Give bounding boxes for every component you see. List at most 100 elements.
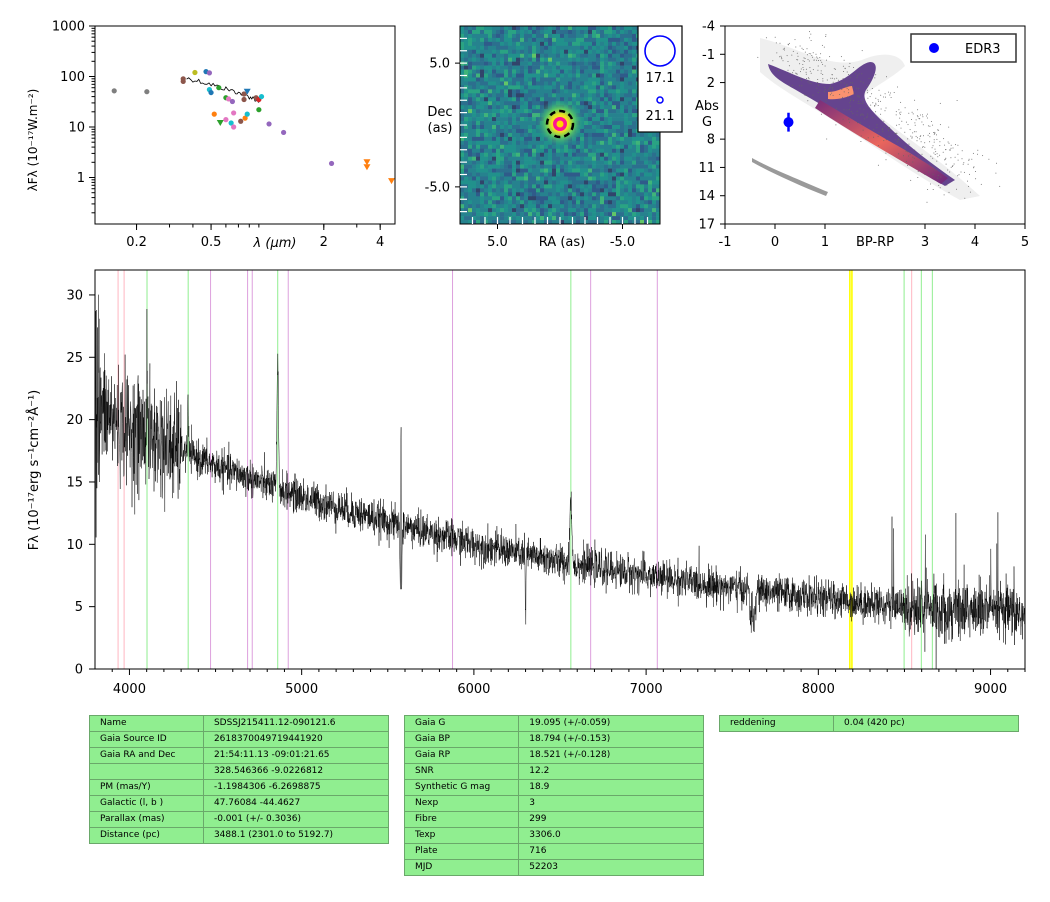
cmd-density-dot bbox=[918, 155, 919, 157]
image-pixel bbox=[548, 61, 553, 66]
image-pixel bbox=[596, 73, 601, 78]
image-pixel bbox=[480, 176, 485, 181]
image-pixel bbox=[488, 33, 493, 39]
cmd-density-dot bbox=[933, 167, 934, 169]
image-pixel bbox=[504, 212, 509, 217]
image-pixel bbox=[504, 208, 509, 213]
image-pixel bbox=[528, 73, 533, 78]
image-pixel bbox=[500, 26, 505, 31]
image-pixel bbox=[616, 41, 621, 47]
image-pixel bbox=[632, 220, 637, 225]
image-pixel bbox=[604, 136, 609, 142]
image-pixel bbox=[624, 125, 629, 130]
image-pixel bbox=[588, 136, 593, 142]
cmd-density-dot bbox=[924, 174, 926, 175]
cmd-density-white-dwarfs bbox=[752, 158, 828, 196]
image-pixel bbox=[532, 65, 537, 70]
cmd-density-dot bbox=[920, 141, 922, 143]
image-pixel bbox=[464, 89, 469, 94]
image-pixel bbox=[528, 89, 533, 94]
image-pixel bbox=[584, 180, 589, 185]
image-pixel bbox=[548, 53, 553, 58]
image-pixel bbox=[464, 29, 469, 35]
image-pixel bbox=[652, 196, 657, 201]
image-pixel bbox=[592, 121, 597, 126]
image-pixel bbox=[464, 168, 469, 173]
cmd-density-dot bbox=[791, 85, 793, 87]
image-pixel bbox=[612, 212, 617, 217]
image-pixel bbox=[612, 105, 617, 110]
image-pixel bbox=[524, 77, 529, 82]
image-pixel bbox=[480, 89, 485, 94]
image-pixel bbox=[608, 93, 613, 98]
sed-xtick-label-2: 2 bbox=[320, 235, 328, 250]
image-pixel bbox=[532, 204, 537, 209]
image-pixel bbox=[616, 65, 621, 70]
image-pixel bbox=[476, 220, 481, 225]
cmd-density-dot bbox=[894, 133, 896, 134]
image-pixel bbox=[580, 192, 585, 197]
cmd-density-dot bbox=[884, 110, 886, 112]
image-pixel bbox=[540, 89, 545, 94]
cmd-density-dot bbox=[806, 48, 808, 50]
image-pixel bbox=[472, 101, 477, 106]
image-pixel bbox=[620, 136, 625, 142]
image-pixel bbox=[572, 73, 577, 78]
image-pixel bbox=[548, 196, 553, 201]
image-pixel bbox=[640, 140, 645, 146]
image-pixel bbox=[480, 184, 485, 189]
image-pixel bbox=[584, 81, 589, 86]
image-pixel bbox=[528, 37, 533, 43]
image-pixel bbox=[588, 105, 593, 110]
cmd-density-dot bbox=[805, 73, 807, 75]
cmd-density-dot bbox=[810, 33, 812, 35]
image-pixel bbox=[640, 176, 645, 181]
image-pixel bbox=[560, 53, 565, 58]
image-pixel bbox=[608, 33, 613, 39]
image-pixel bbox=[552, 97, 557, 102]
image-pixel bbox=[460, 200, 465, 205]
image-pixel bbox=[604, 148, 609, 154]
image-pixel bbox=[552, 93, 557, 98]
cmd-density-dot bbox=[810, 53, 812, 55]
image-pixel bbox=[640, 216, 645, 221]
image-pixel bbox=[484, 200, 489, 205]
image-pixel bbox=[604, 33, 609, 39]
image-pixel bbox=[488, 160, 493, 165]
cmd-density-dot bbox=[861, 50, 863, 52]
image-pixel bbox=[528, 188, 533, 193]
image-pixel bbox=[496, 132, 501, 138]
image-pixel bbox=[656, 184, 661, 189]
cmd-density-dot bbox=[779, 42, 781, 44]
cmd-density-dot bbox=[846, 109, 848, 111]
image-pixel bbox=[460, 160, 465, 165]
cmd-density-dot bbox=[859, 108, 861, 110]
cmd-density-dot bbox=[802, 49, 804, 50]
image-pixel bbox=[512, 160, 517, 165]
image-pixel bbox=[656, 140, 661, 146]
image-pixel bbox=[632, 45, 637, 51]
image-pixel bbox=[512, 208, 517, 213]
image-pixel bbox=[624, 216, 629, 221]
image-pixel bbox=[552, 204, 557, 209]
image-pixel bbox=[516, 53, 521, 58]
image-pixel bbox=[616, 73, 621, 78]
cmd-density-dot bbox=[883, 140, 885, 142]
image-pixel bbox=[604, 121, 609, 126]
image-pixel bbox=[652, 156, 657, 161]
image-pixel bbox=[652, 192, 657, 197]
image-pixel bbox=[568, 37, 573, 43]
image-pixel bbox=[568, 26, 573, 31]
image-pixel bbox=[492, 156, 497, 161]
image-pixel bbox=[624, 121, 629, 126]
image-pixel bbox=[608, 85, 613, 90]
image-pixel bbox=[500, 208, 505, 213]
image-pixel bbox=[560, 196, 565, 201]
image-pixel bbox=[496, 85, 501, 90]
cmd-xtick-label-5: 5 bbox=[1021, 235, 1029, 250]
cmd-density-dot bbox=[856, 110, 858, 112]
cmd-density-dot bbox=[846, 71, 848, 73]
image-pixel bbox=[548, 29, 553, 35]
image-pixel bbox=[568, 97, 573, 102]
image-pixel bbox=[496, 180, 501, 185]
